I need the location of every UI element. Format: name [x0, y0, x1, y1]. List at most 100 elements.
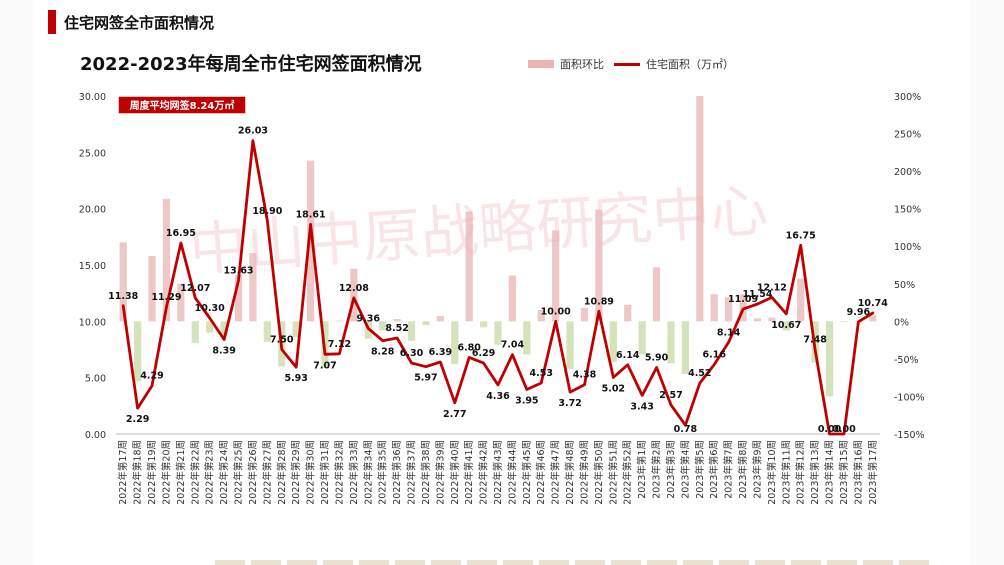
y-right-tick-label: 300% — [894, 92, 921, 103]
area-data-label: 0.00 — [818, 424, 842, 435]
mom-bar — [710, 294, 718, 322]
x-tick-label: 2023年第14周 — [824, 440, 836, 505]
legend-label-mom: 面积环比 — [560, 58, 604, 71]
mom-bar — [119, 242, 127, 322]
area-data-label: 3.95 — [515, 395, 538, 406]
x-tick-label: 2022年第28周 — [276, 440, 288, 505]
mom-bar — [624, 304, 632, 322]
area-data-label: 12.12 — [757, 282, 787, 293]
x-tick-label: 2022年第27周 — [261, 440, 273, 505]
section-title: 住宅网签全市面积情况 — [64, 14, 215, 32]
y-right-tick-label: -150% — [894, 430, 925, 441]
legend-label-area: 住宅面积（万㎡） — [646, 58, 734, 71]
area-data-label: 3.43 — [630, 401, 653, 412]
mom-bar — [234, 274, 243, 322]
area-data-label: 10.00 — [541, 306, 571, 317]
x-tick-label: 2022年第52周 — [622, 440, 634, 505]
area-data-label: 4.53 — [530, 368, 553, 379]
area-data-label: 0.78 — [674, 424, 698, 435]
mom-bar — [523, 321, 531, 355]
y-left-tick-label: 15.00 — [79, 261, 106, 272]
mom-bar — [436, 316, 444, 322]
x-tick-label: 2023年第10周 — [766, 440, 778, 505]
area-data-label: 10.74 — [858, 298, 888, 309]
legend-line-swatch — [614, 62, 640, 66]
mom-bar — [782, 321, 790, 331]
chart-title: 2022-2023年每周全市住宅网签面积情况 — [80, 54, 422, 75]
area-data-label: 11.38 — [108, 291, 138, 302]
area-data-label: 13.63 — [223, 265, 253, 276]
x-tick-label: 2022年第51周 — [607, 440, 619, 505]
area-data-label: 5.93 — [284, 373, 307, 384]
y-right-tick-label: 250% — [894, 130, 921, 141]
area-line — [121, 139, 875, 436]
area-data-label: 11.29 — [151, 292, 181, 303]
area-data-label: 7.04 — [501, 340, 525, 351]
legend-item-mom: 面积环比 — [528, 56, 604, 72]
area-data-label: 4.52 — [688, 368, 711, 379]
x-tick-label: 2022年第31周 — [319, 440, 331, 505]
x-tick-label: 2023年第5周 — [694, 440, 706, 499]
x-tick-label: 2022年第29周 — [290, 440, 302, 505]
area-data-label: 12.08 — [339, 283, 369, 294]
mom-bar — [652, 267, 661, 322]
x-tick-label: 2022年第25周 — [233, 440, 245, 505]
mom-bar — [220, 321, 228, 336]
y-left-tick-label: 30.00 — [79, 92, 106, 103]
mom-bar — [206, 321, 214, 333]
x-tick-label: 2023年第9周 — [751, 440, 763, 499]
x-tick-label: 2023年第13周 — [809, 440, 821, 505]
x-tick-label: 2023年第8周 — [737, 440, 749, 499]
x-tick-label: 2022年第43周 — [492, 440, 504, 505]
x-tick-label: 2022年第41周 — [463, 440, 475, 505]
area-data-label: 2.77 — [443, 409, 466, 420]
x-tick-label: 2022年第39周 — [434, 440, 446, 505]
area-data-label: 0.00 — [832, 424, 856, 435]
x-tick-label: 2022年第36周 — [391, 440, 403, 505]
x-tick-label: 2022年第34周 — [362, 440, 374, 505]
mom-bar — [451, 321, 459, 365]
area-data-label: 8.14 — [717, 327, 741, 338]
area-data-label: 18.90 — [252, 206, 282, 217]
mom-bar — [407, 321, 416, 341]
area-data-label: 4.36 — [486, 391, 510, 402]
x-tick-label: 2022年第47周 — [550, 440, 562, 505]
x-tick-label: 2022年第40周 — [449, 440, 461, 505]
x-tick-label: 2023年第12周 — [795, 440, 807, 505]
x-tick-label: 2023年第11周 — [780, 440, 792, 505]
area-data-label: 11.09 — [728, 294, 758, 305]
x-tick-label: 2023年第3周 — [665, 440, 677, 499]
x-tick-label: 2022年第30周 — [305, 440, 317, 505]
area-data-label: 10.89 — [584, 296, 614, 307]
mom-bar — [595, 209, 603, 322]
mom-bar — [148, 255, 156, 322]
mom-bar — [162, 198, 171, 322]
watermark: 中山中原战略研究中心 — [187, 176, 770, 284]
mom-bar — [494, 321, 502, 345]
area-data-label: 8.28 — [371, 347, 395, 358]
mom-bar — [379, 321, 387, 331]
y-left-tick-label: 20.00 — [79, 205, 106, 216]
x-tick-label: 2023年第6周 — [708, 440, 720, 499]
mom-bar — [479, 321, 488, 328]
area-data-label: 7.07 — [313, 360, 336, 371]
x-tick-label: 2022年第48周 — [564, 440, 576, 505]
x-tick-label: 2022年第19周 — [146, 440, 158, 505]
mom-bar — [537, 310, 545, 322]
mom-bar — [177, 283, 185, 322]
area-data-label: 16.95 — [166, 228, 196, 239]
mom-bar — [580, 307, 589, 322]
mom-bar — [753, 318, 762, 322]
mom-bar — [307, 160, 315, 322]
mom-bar — [422, 321, 430, 326]
x-tick-label: 2022年第50周 — [593, 440, 605, 505]
x-tick-label: 2022年第21周 — [175, 440, 187, 505]
area-data-label: 18.61 — [296, 209, 326, 220]
area-data-label: 5.90 — [645, 353, 669, 364]
area-data-label: 6.16 — [702, 350, 726, 361]
area-data-label: 4.38 — [573, 370, 597, 381]
mom-bar — [825, 321, 834, 397]
mom-bar — [768, 317, 776, 322]
x-tick-label: 2023年第16周 — [852, 440, 864, 505]
average-annotation-text: 周度平均网签8.24万㎡ — [130, 99, 235, 112]
